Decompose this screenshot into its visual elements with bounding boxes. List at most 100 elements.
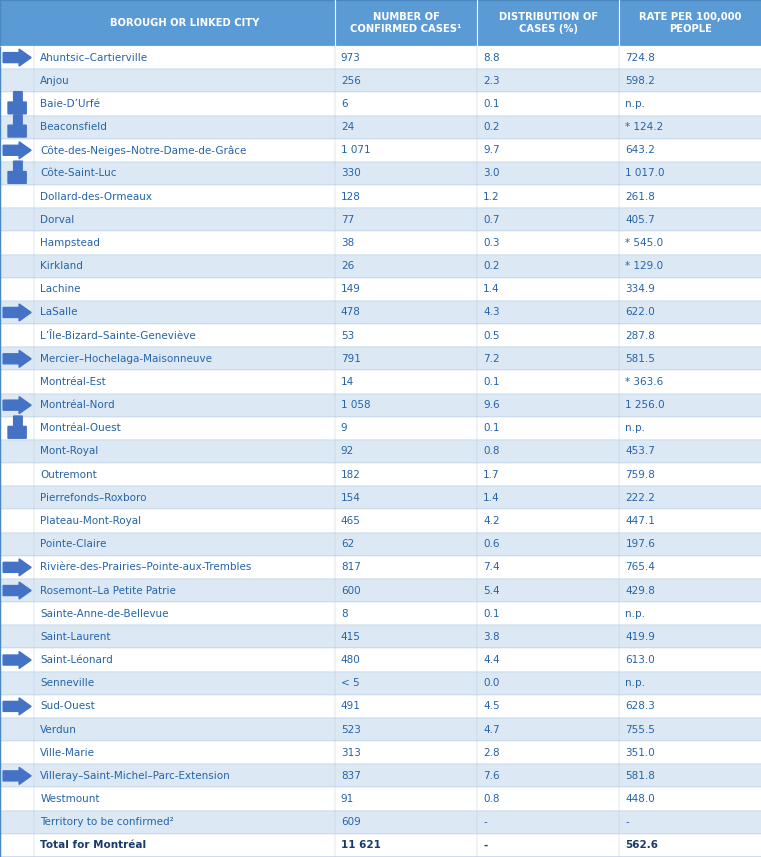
FancyArrow shape — [3, 698, 31, 715]
Bar — [0, 93, 761, 116]
Text: Total for Montréal: Total for Montréal — [40, 841, 146, 850]
Text: 3.8: 3.8 — [483, 632, 500, 642]
Text: 419.9: 419.9 — [626, 632, 655, 642]
Text: 4.7: 4.7 — [483, 724, 500, 734]
Bar — [0, 69, 761, 93]
Text: Dollard-des-Ormeaux: Dollard-des-Ormeaux — [40, 192, 152, 201]
Text: 8: 8 — [341, 608, 348, 619]
Text: 791: 791 — [341, 354, 361, 364]
Text: n.p.: n.p. — [626, 423, 645, 434]
FancyArrow shape — [3, 397, 31, 414]
FancyBboxPatch shape — [13, 91, 23, 104]
Text: -: - — [626, 818, 629, 827]
Text: * 545.0: * 545.0 — [626, 238, 664, 248]
Bar — [0, 370, 761, 393]
Text: Senneville: Senneville — [40, 678, 94, 688]
Text: Anjou: Anjou — [40, 75, 70, 86]
Bar — [0, 834, 761, 857]
Text: 5.4: 5.4 — [483, 585, 500, 596]
Text: 2.8: 2.8 — [483, 747, 500, 758]
Text: 26: 26 — [341, 261, 354, 271]
FancyBboxPatch shape — [13, 114, 23, 127]
FancyBboxPatch shape — [8, 171, 27, 184]
Text: Lachine: Lachine — [40, 285, 81, 294]
Bar — [0, 486, 761, 509]
Text: Montréal-Nord: Montréal-Nord — [40, 400, 115, 411]
Text: Mercier–Hochelaga-Maisonneuve: Mercier–Hochelaga-Maisonneuve — [40, 354, 212, 364]
Bar — [619, 0, 761, 46]
Text: 313: 313 — [341, 747, 361, 758]
Text: Dorval: Dorval — [40, 215, 75, 225]
Text: 478: 478 — [341, 308, 361, 317]
Text: NUMBER OF
CONFIRMED CASES¹: NUMBER OF CONFIRMED CASES¹ — [350, 12, 462, 33]
Text: Pierrefonds–Roxboro: Pierrefonds–Roxboro — [40, 493, 147, 503]
Text: Ahuntsic–Cartierville: Ahuntsic–Cartierville — [40, 52, 148, 63]
Text: -: - — [483, 818, 487, 827]
Text: 1 017.0: 1 017.0 — [626, 169, 665, 178]
Text: 1 256.0: 1 256.0 — [626, 400, 665, 411]
Bar — [0, 324, 761, 347]
Text: 448.0: 448.0 — [626, 794, 655, 804]
Bar — [0, 440, 761, 463]
Text: 77: 77 — [341, 215, 354, 225]
Text: Kirkland: Kirkland — [40, 261, 83, 271]
Text: 643.2: 643.2 — [626, 146, 655, 155]
Text: 1.4: 1.4 — [483, 285, 500, 294]
Text: 759.8: 759.8 — [626, 470, 655, 480]
Bar — [0, 463, 761, 486]
Text: 330: 330 — [341, 169, 361, 178]
Bar — [0, 185, 761, 208]
Text: 7.2: 7.2 — [483, 354, 500, 364]
Text: 609: 609 — [341, 818, 361, 827]
Text: 14: 14 — [341, 377, 354, 387]
Text: 9.7: 9.7 — [483, 146, 500, 155]
Bar — [335, 0, 477, 46]
Text: Sud-Ouest: Sud-Ouest — [40, 701, 95, 711]
Text: 0.0: 0.0 — [483, 678, 499, 688]
Text: * 124.2: * 124.2 — [626, 122, 664, 132]
Text: 600: 600 — [341, 585, 361, 596]
Text: Sainte-Anne-de-Bellevue: Sainte-Anne-de-Bellevue — [40, 608, 169, 619]
Text: n.p.: n.p. — [626, 678, 645, 688]
Text: 7.4: 7.4 — [483, 562, 500, 572]
Text: 4.2: 4.2 — [483, 516, 500, 526]
Text: 62: 62 — [341, 539, 354, 549]
Bar — [0, 579, 761, 602]
Text: 11 621: 11 621 — [341, 841, 380, 850]
FancyArrow shape — [3, 141, 31, 159]
FancyArrow shape — [3, 767, 31, 784]
Text: 453.7: 453.7 — [626, 446, 655, 457]
Text: n.p.: n.p. — [626, 608, 645, 619]
Text: 429.8: 429.8 — [626, 585, 655, 596]
Text: Rosemont–La Petite Patrie: Rosemont–La Petite Patrie — [40, 585, 176, 596]
Text: Côte-Saint-Luc: Côte-Saint-Luc — [40, 169, 116, 178]
Bar — [0, 672, 761, 695]
Text: Montréal-Ouest: Montréal-Ouest — [40, 423, 121, 434]
Text: LaSalle: LaSalle — [40, 308, 78, 317]
Bar — [0, 811, 761, 834]
Text: 3.0: 3.0 — [483, 169, 500, 178]
Text: Ville-Marie: Ville-Marie — [40, 747, 95, 758]
Text: 0.1: 0.1 — [483, 608, 500, 619]
Bar — [0, 788, 761, 811]
Text: * 363.6: * 363.6 — [626, 377, 664, 387]
Text: Côte-des-Neiges–Notre-Dame-de-Grâce: Côte-des-Neiges–Notre-Dame-de-Grâce — [40, 145, 247, 155]
Text: Territory to be confirmed²: Territory to be confirmed² — [40, 818, 174, 827]
Text: 9: 9 — [341, 423, 348, 434]
Text: 581.8: 581.8 — [626, 771, 655, 781]
Bar — [0, 695, 761, 718]
Text: 4.3: 4.3 — [483, 308, 500, 317]
Text: 287.8: 287.8 — [626, 331, 655, 340]
Text: 222.2: 222.2 — [626, 493, 655, 503]
Text: 91: 91 — [341, 794, 354, 804]
Text: 755.5: 755.5 — [626, 724, 655, 734]
Text: 149: 149 — [341, 285, 361, 294]
Text: 9.6: 9.6 — [483, 400, 500, 411]
Text: Westmount: Westmount — [40, 794, 100, 804]
Text: 724.8: 724.8 — [626, 52, 655, 63]
Text: 128: 128 — [341, 192, 361, 201]
Text: 7.6: 7.6 — [483, 771, 500, 781]
Bar — [0, 139, 761, 162]
Text: 480: 480 — [341, 655, 361, 665]
Text: 1.2: 1.2 — [483, 192, 500, 201]
